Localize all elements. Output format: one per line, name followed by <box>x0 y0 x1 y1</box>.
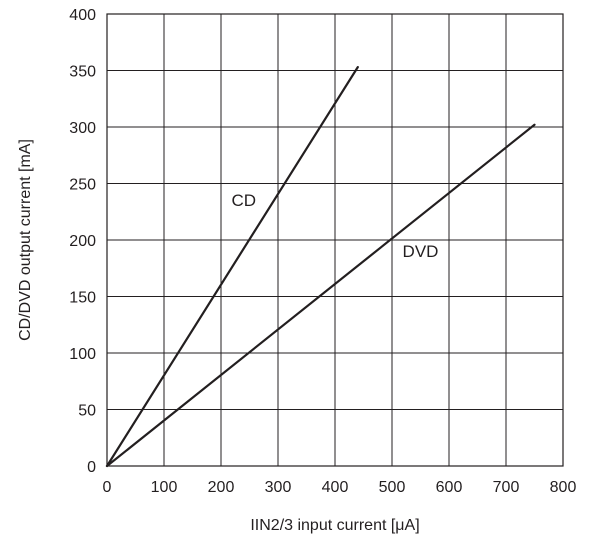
x-tick-labels: 0 100 200 300 400 500 600 700 800 <box>103 479 577 496</box>
y-tick-label: 200 <box>69 233 96 250</box>
x-tick-label: 500 <box>379 479 406 496</box>
x-tick-label: 600 <box>436 479 463 496</box>
y-tick-label: 350 <box>69 64 96 81</box>
x-tick-label: 300 <box>265 479 292 496</box>
y-tick-label: 100 <box>69 346 96 363</box>
series-line-cd <box>105 66 359 468</box>
grid <box>106 13 564 467</box>
series-group: CD DVD <box>105 66 536 468</box>
y-tick-label: 400 <box>69 7 96 24</box>
x-axis-label: IIN2/3 input current [μA] <box>250 517 419 534</box>
x-tick-label: 100 <box>151 479 178 496</box>
x-tick-label: 700 <box>493 479 520 496</box>
plot-frame <box>106 13 564 467</box>
series-label-dvd: DVD <box>403 242 439 261</box>
y-tick-label: 0 <box>87 459 96 476</box>
y-axis-label: CD/DVD output current [mA] <box>17 139 34 341</box>
y-tick-label: 50 <box>78 403 96 420</box>
y-tick-label: 150 <box>69 290 96 307</box>
x-tick-label: 400 <box>322 479 349 496</box>
x-tick-label: 0 <box>103 479 112 496</box>
series-label-cd: CD <box>232 191 257 210</box>
y-tick-label: 250 <box>69 177 96 194</box>
y-tick-label: 300 <box>69 120 96 137</box>
series-line-dvd <box>105 123 536 468</box>
x-tick-label: 800 <box>550 479 577 496</box>
x-tick-label: 200 <box>208 479 235 496</box>
y-tick-labels: 0 50 100 150 200 250 300 350 400 <box>69 7 96 476</box>
